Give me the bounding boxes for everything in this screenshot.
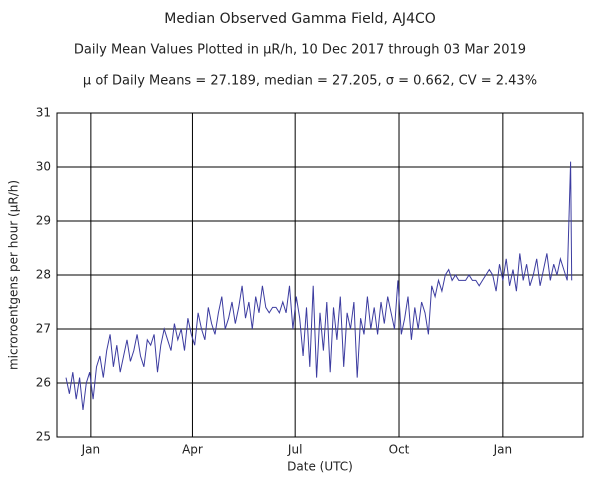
y-axis-label: microroentgens per hour (μR/h) [7,180,21,370]
x-axis-label: Date (UTC) [287,460,353,474]
y-tick-label: 28 [36,268,51,282]
y-tick-label: 29 [36,214,51,228]
x-tick-label: Oct [389,443,410,457]
y-tick-label: 31 [36,106,51,120]
y-tick-label: 25 [36,430,51,444]
stats-annotation: μ of Daily Means = 27.189, median = 27.2… [83,74,537,89]
y-tick-label: 30 [36,160,51,174]
x-tick-label: Jan [81,443,101,457]
x-tick-label: Apr [182,443,203,457]
chart-subtitle: Daily Mean Values Plotted in μR/h, 10 De… [74,43,526,58]
y-tick-label: 27 [36,322,51,336]
chart-title: Median Observed Gamma Field, AJ4CO [164,11,436,27]
plot-frame [56,112,584,438]
data-line [65,161,573,411]
x-tick-label: Jan [493,443,513,457]
y-tick-label: 26 [36,376,51,390]
x-tick-label: Jul [287,443,302,457]
